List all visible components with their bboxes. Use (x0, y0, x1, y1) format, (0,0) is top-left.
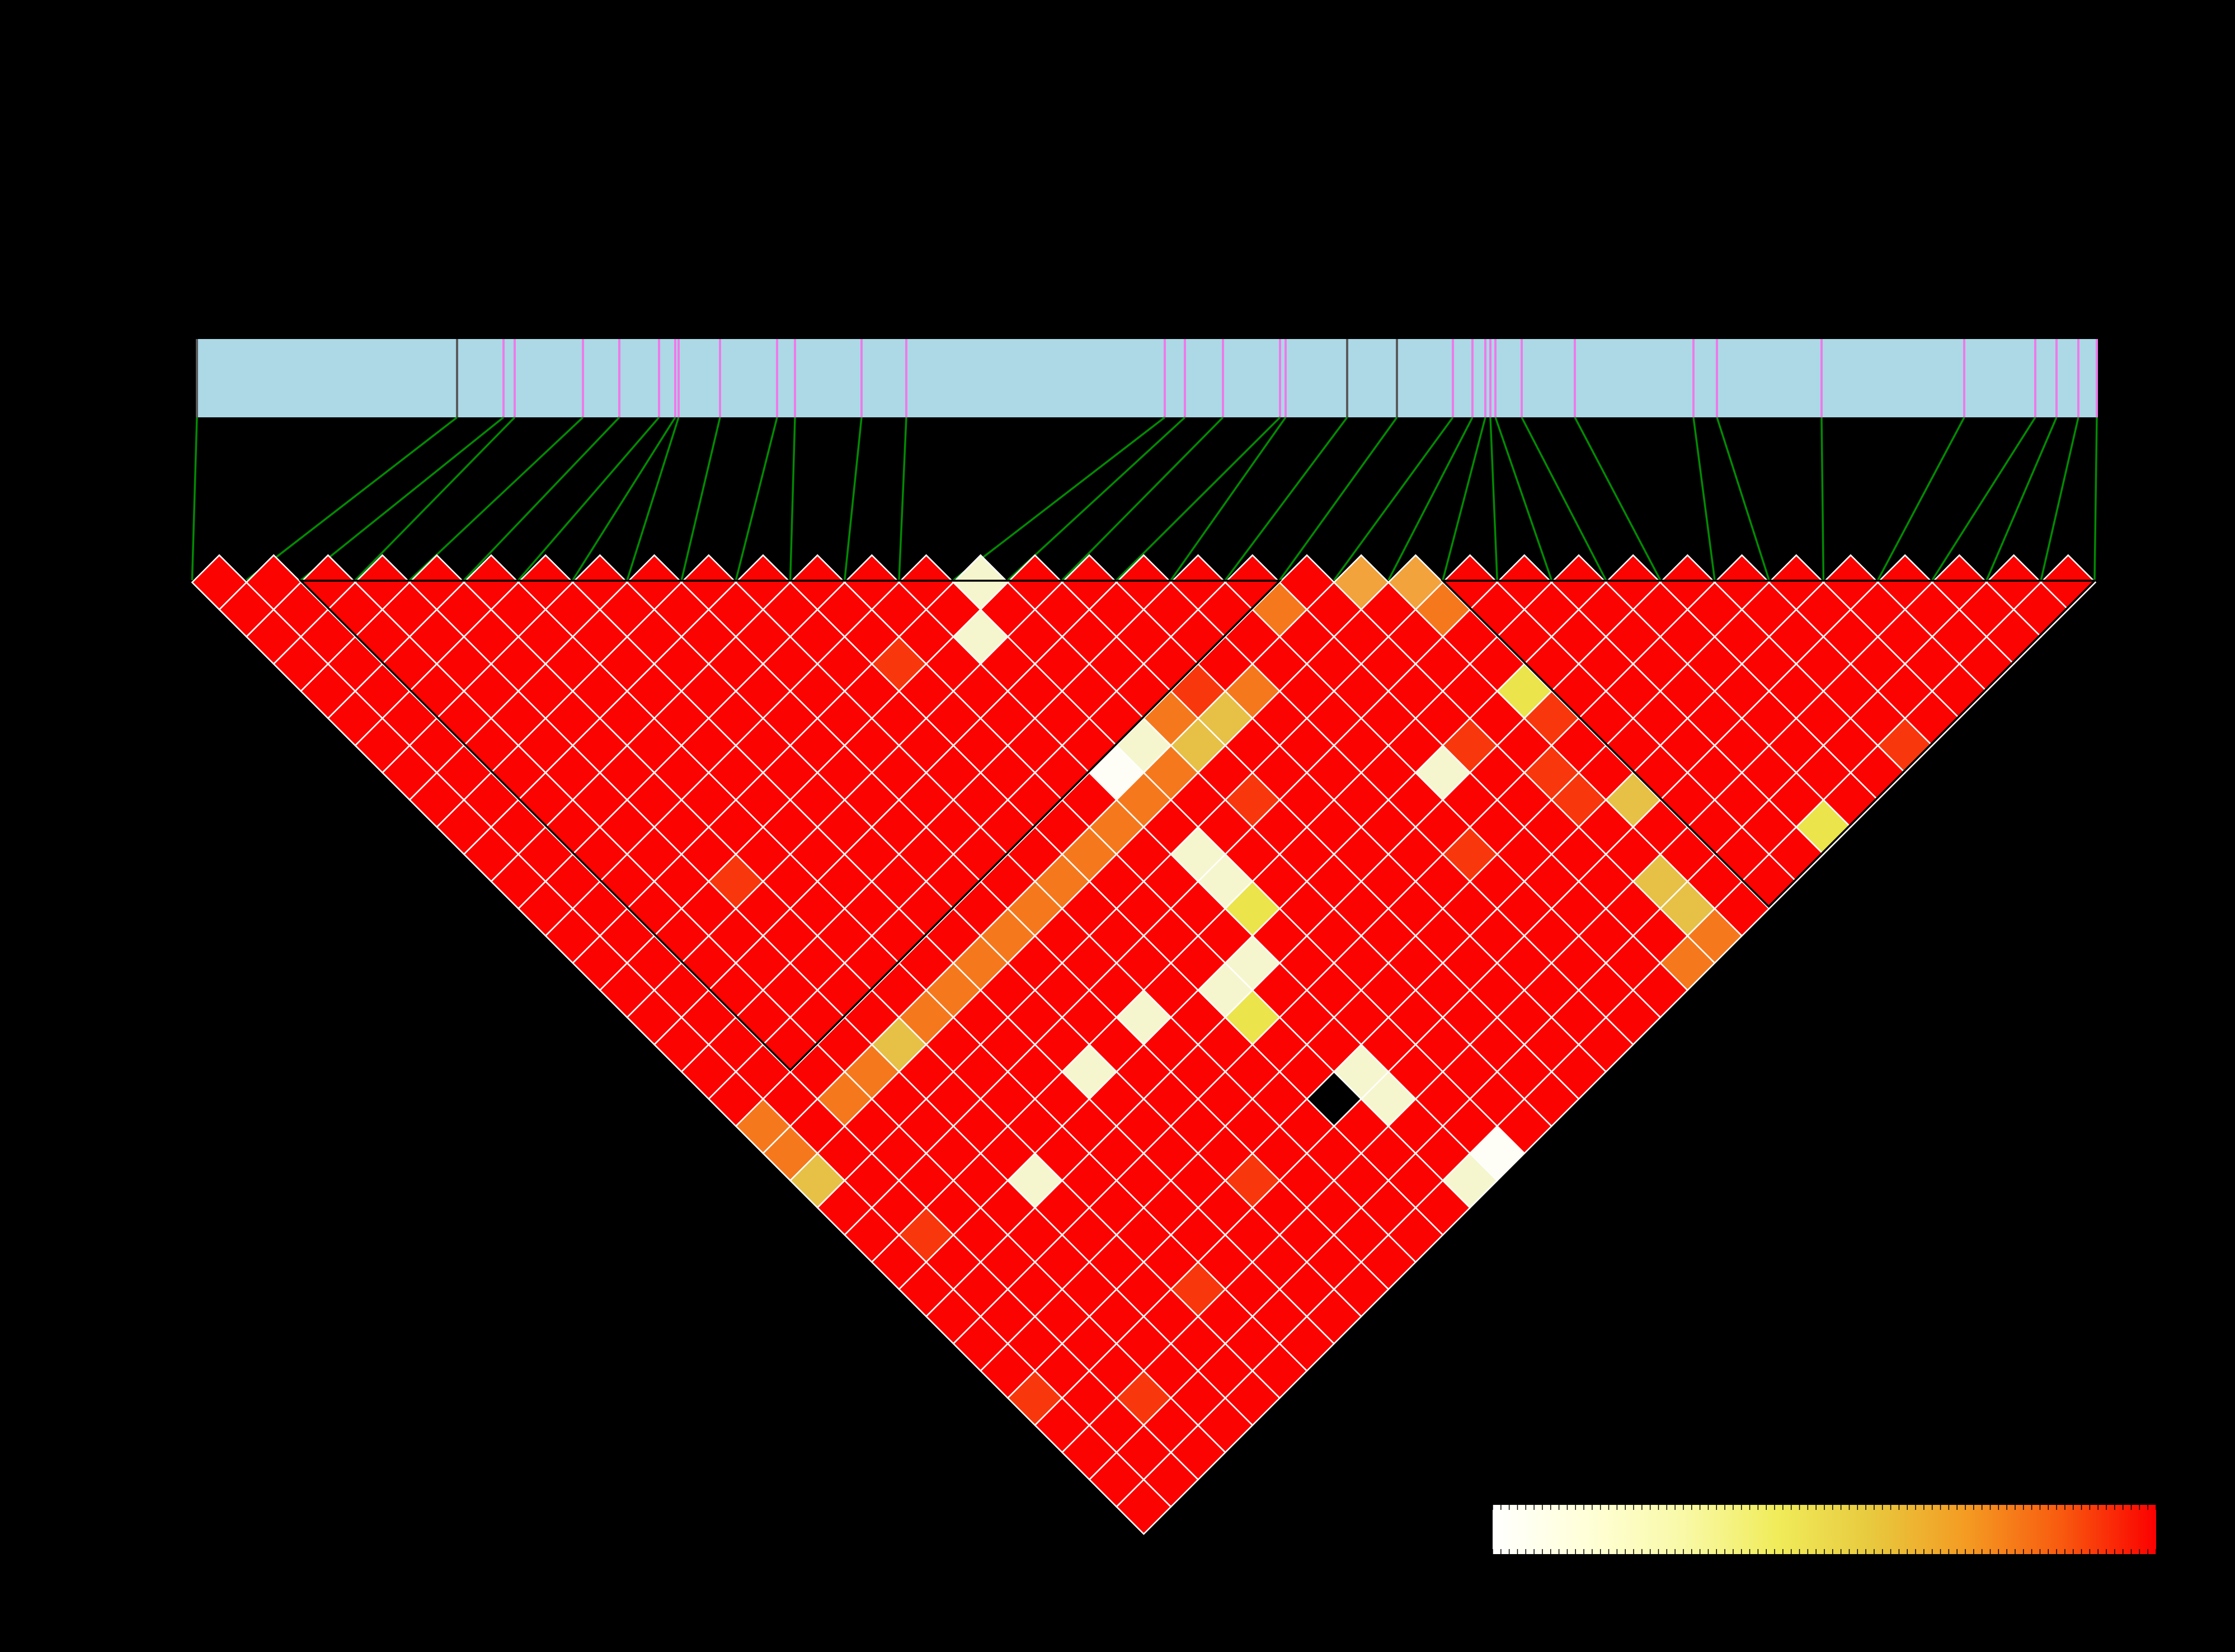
snp-connector-line (1387, 417, 1474, 581)
highlight-triangle (298, 580, 1282, 1072)
ld-heatmap-cells (191, 554, 2097, 1535)
snp-connector-lines (191, 416, 2098, 581)
snp-connector-line (1877, 417, 1965, 581)
snp-connector-line (1007, 416, 1186, 581)
snp-connector-line (1333, 416, 1454, 581)
snp-connector-line (1442, 417, 1486, 581)
snp-connector-line (1489, 417, 1498, 581)
highlight-triangle (1440, 580, 2097, 908)
snp-connector-line (1494, 417, 1553, 581)
physical-map-bar (197, 339, 2097, 417)
snp-connector-line (789, 417, 796, 581)
snp-connector-line (1170, 416, 1287, 581)
snp-connector-line (844, 417, 863, 581)
color-key (1492, 1505, 2157, 1554)
snp-connector-line (953, 416, 1166, 581)
snp-connector-line (1224, 416, 1348, 581)
snp-connector-line (2040, 417, 2079, 581)
snp-connector-line (463, 416, 620, 581)
snp-connector-line (1061, 416, 1224, 581)
snp-connector-line (626, 417, 680, 581)
snp-connector-line (1820, 417, 1825, 581)
snp-connector-line (680, 417, 721, 581)
snp-connector-line (517, 416, 660, 581)
snp-position-ticks (196, 339, 2098, 417)
snp-connector-line (1521, 417, 1607, 581)
snp-connector-line (898, 417, 907, 581)
snp-connector-line (1985, 417, 2058, 581)
chromosome-bar (197, 339, 2097, 417)
highlight-outlines (298, 580, 2097, 1072)
snp-connector-line (572, 417, 676, 581)
snp-connector-line (1692, 417, 1716, 581)
snp-connector-line (354, 416, 516, 581)
snp-connector-line (300, 416, 505, 581)
snp-connector-line (409, 416, 584, 581)
snp-connector-line (1116, 416, 1281, 581)
snp-connector-line (1574, 417, 1662, 581)
snp-connector-line (2093, 417, 2098, 581)
color-key-gradient (1493, 1505, 2156, 1554)
snp-connector-line (191, 417, 198, 581)
snp-connector-line (1716, 417, 1770, 581)
heatmap-cell (2040, 554, 2097, 611)
snp-connector-line (1278, 416, 1398, 581)
snp-connector-line (246, 416, 458, 581)
snp-connector-line (735, 417, 778, 581)
snp-connector-line (1931, 417, 2036, 581)
